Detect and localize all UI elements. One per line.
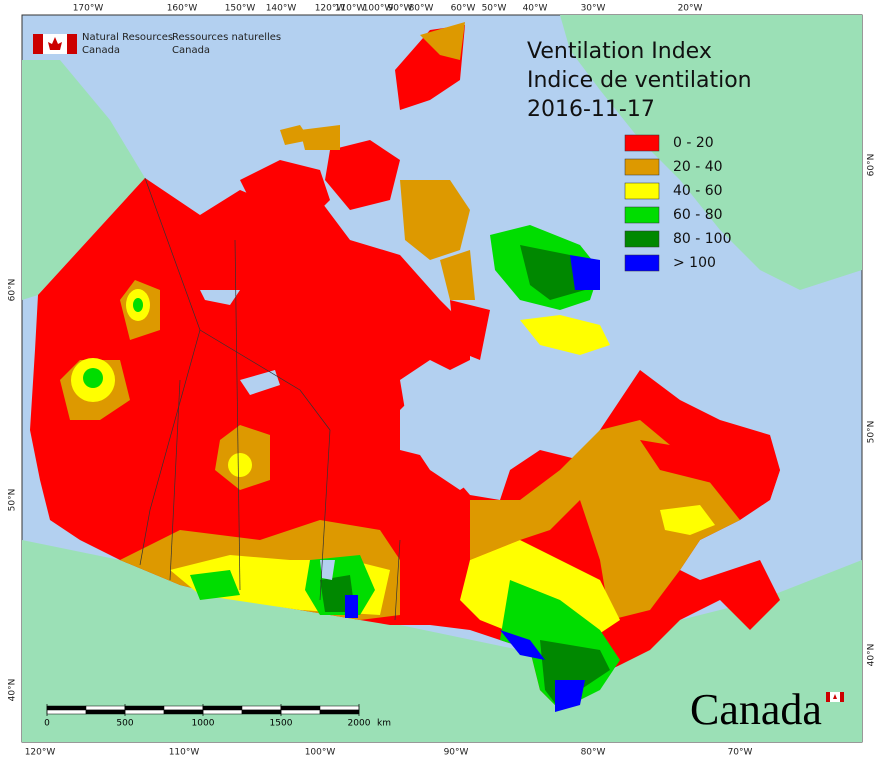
scale-segment: [46, 709, 87, 715]
graticule-label: 110°W: [169, 748, 200, 758]
graticule-label: 80°W: [581, 748, 606, 758]
legend-swatch: [624, 134, 660, 152]
legend-label: > 100: [673, 255, 716, 271]
graticule-label: 100°W: [363, 4, 394, 14]
scale-label: 1000: [192, 719, 215, 729]
dynamic: 0 - 20 20 - 40 40 - 60 60 - 80 80 - 100 > 100…: [8, 4, 877, 758]
scale-label: 500: [116, 719, 133, 729]
scale-segment: [241, 705, 282, 711]
header: Natural Resources Canada Ressources natu…: [33, 32, 281, 56]
agency-en: Natural Resources: [82, 32, 173, 43]
agency-fr: Canada: [172, 45, 210, 56]
title: Ventilation Index: [527, 39, 712, 64]
legend-swatch: [624, 254, 660, 272]
scale-segment: [319, 705, 360, 711]
scale-segment: [163, 705, 204, 711]
scale-segment: [202, 705, 243, 711]
water-bodies: [200, 290, 520, 580]
base-land: [22, 15, 862, 742]
graticule-label: 90°W: [388, 4, 413, 14]
graticule-label: 40°W: [523, 4, 548, 14]
scale-segment: [85, 705, 126, 711]
graticule-label: 170°W: [73, 4, 104, 14]
scale-segment: [85, 709, 126, 715]
wordmark: Canada: [690, 685, 844, 734]
graticule-label: 70°W: [728, 748, 753, 758]
graticule-label: 20°W: [678, 4, 703, 14]
graticule-label: 120°W: [315, 4, 346, 14]
legend-swatch: [624, 230, 660, 248]
scale-unit: km: [377, 719, 391, 729]
wordmark-text: Canada: [690, 685, 822, 734]
graticule-label: 40°N: [867, 644, 877, 667]
legend-label: 60 - 80: [673, 207, 723, 223]
graticule-label: 120°W: [25, 748, 56, 758]
graticule-label: 110°W: [335, 4, 366, 14]
arctic-islands: [240, 22, 490, 360]
legend-swatch: [624, 158, 660, 176]
graticule-label: 140°W: [266, 4, 297, 14]
scale-segment: [124, 705, 165, 711]
agency-fr: Ressources naturelles: [172, 32, 281, 43]
scale-segment: [241, 709, 282, 715]
graticule-label: 80°W: [409, 4, 434, 14]
agency-en: Canada: [82, 45, 120, 56]
legend-swatch: [624, 182, 660, 200]
graticule-label: 150°W: [225, 4, 256, 14]
ventilation-fill: [30, 178, 780, 712]
scale-segment: [46, 705, 87, 711]
graticule-label: 60°N: [8, 279, 18, 302]
title: 2016-11-17: [527, 97, 655, 122]
graticule-label: 60°N: [867, 154, 877, 177]
graticule-label: 30°W: [581, 4, 606, 14]
boundaries: [139, 177, 401, 621]
scale-label: 0: [44, 719, 50, 729]
graticule-label: 40°N: [8, 679, 18, 702]
scale-segment: [163, 709, 204, 715]
title: Indice de ventilation: [527, 68, 752, 93]
scale-segment: [280, 705, 321, 711]
graticule-label: 50°N: [8, 489, 18, 512]
scale-segment: [124, 709, 165, 715]
scale-label: 2000: [348, 719, 371, 729]
scale-label: 1500: [270, 719, 293, 729]
graticule-label: 90°W: [444, 748, 469, 758]
legend-label: 80 - 100: [673, 231, 732, 247]
graticule-label: 50°W: [482, 4, 507, 14]
scale-segment: [319, 709, 360, 715]
scale-segment: [280, 709, 321, 715]
graticule-label: 100°W: [305, 748, 336, 758]
legend-label: 40 - 60: [673, 183, 723, 199]
legend-label: 0 - 20: [673, 135, 714, 151]
graticule-label: 160°W: [167, 4, 198, 14]
legend-label: 20 - 40: [673, 159, 723, 175]
graticule-label: 50°N: [867, 421, 877, 444]
scale-segment: [202, 709, 243, 715]
legend-swatch: [624, 206, 660, 224]
graticule-label: 60°W: [451, 4, 476, 14]
